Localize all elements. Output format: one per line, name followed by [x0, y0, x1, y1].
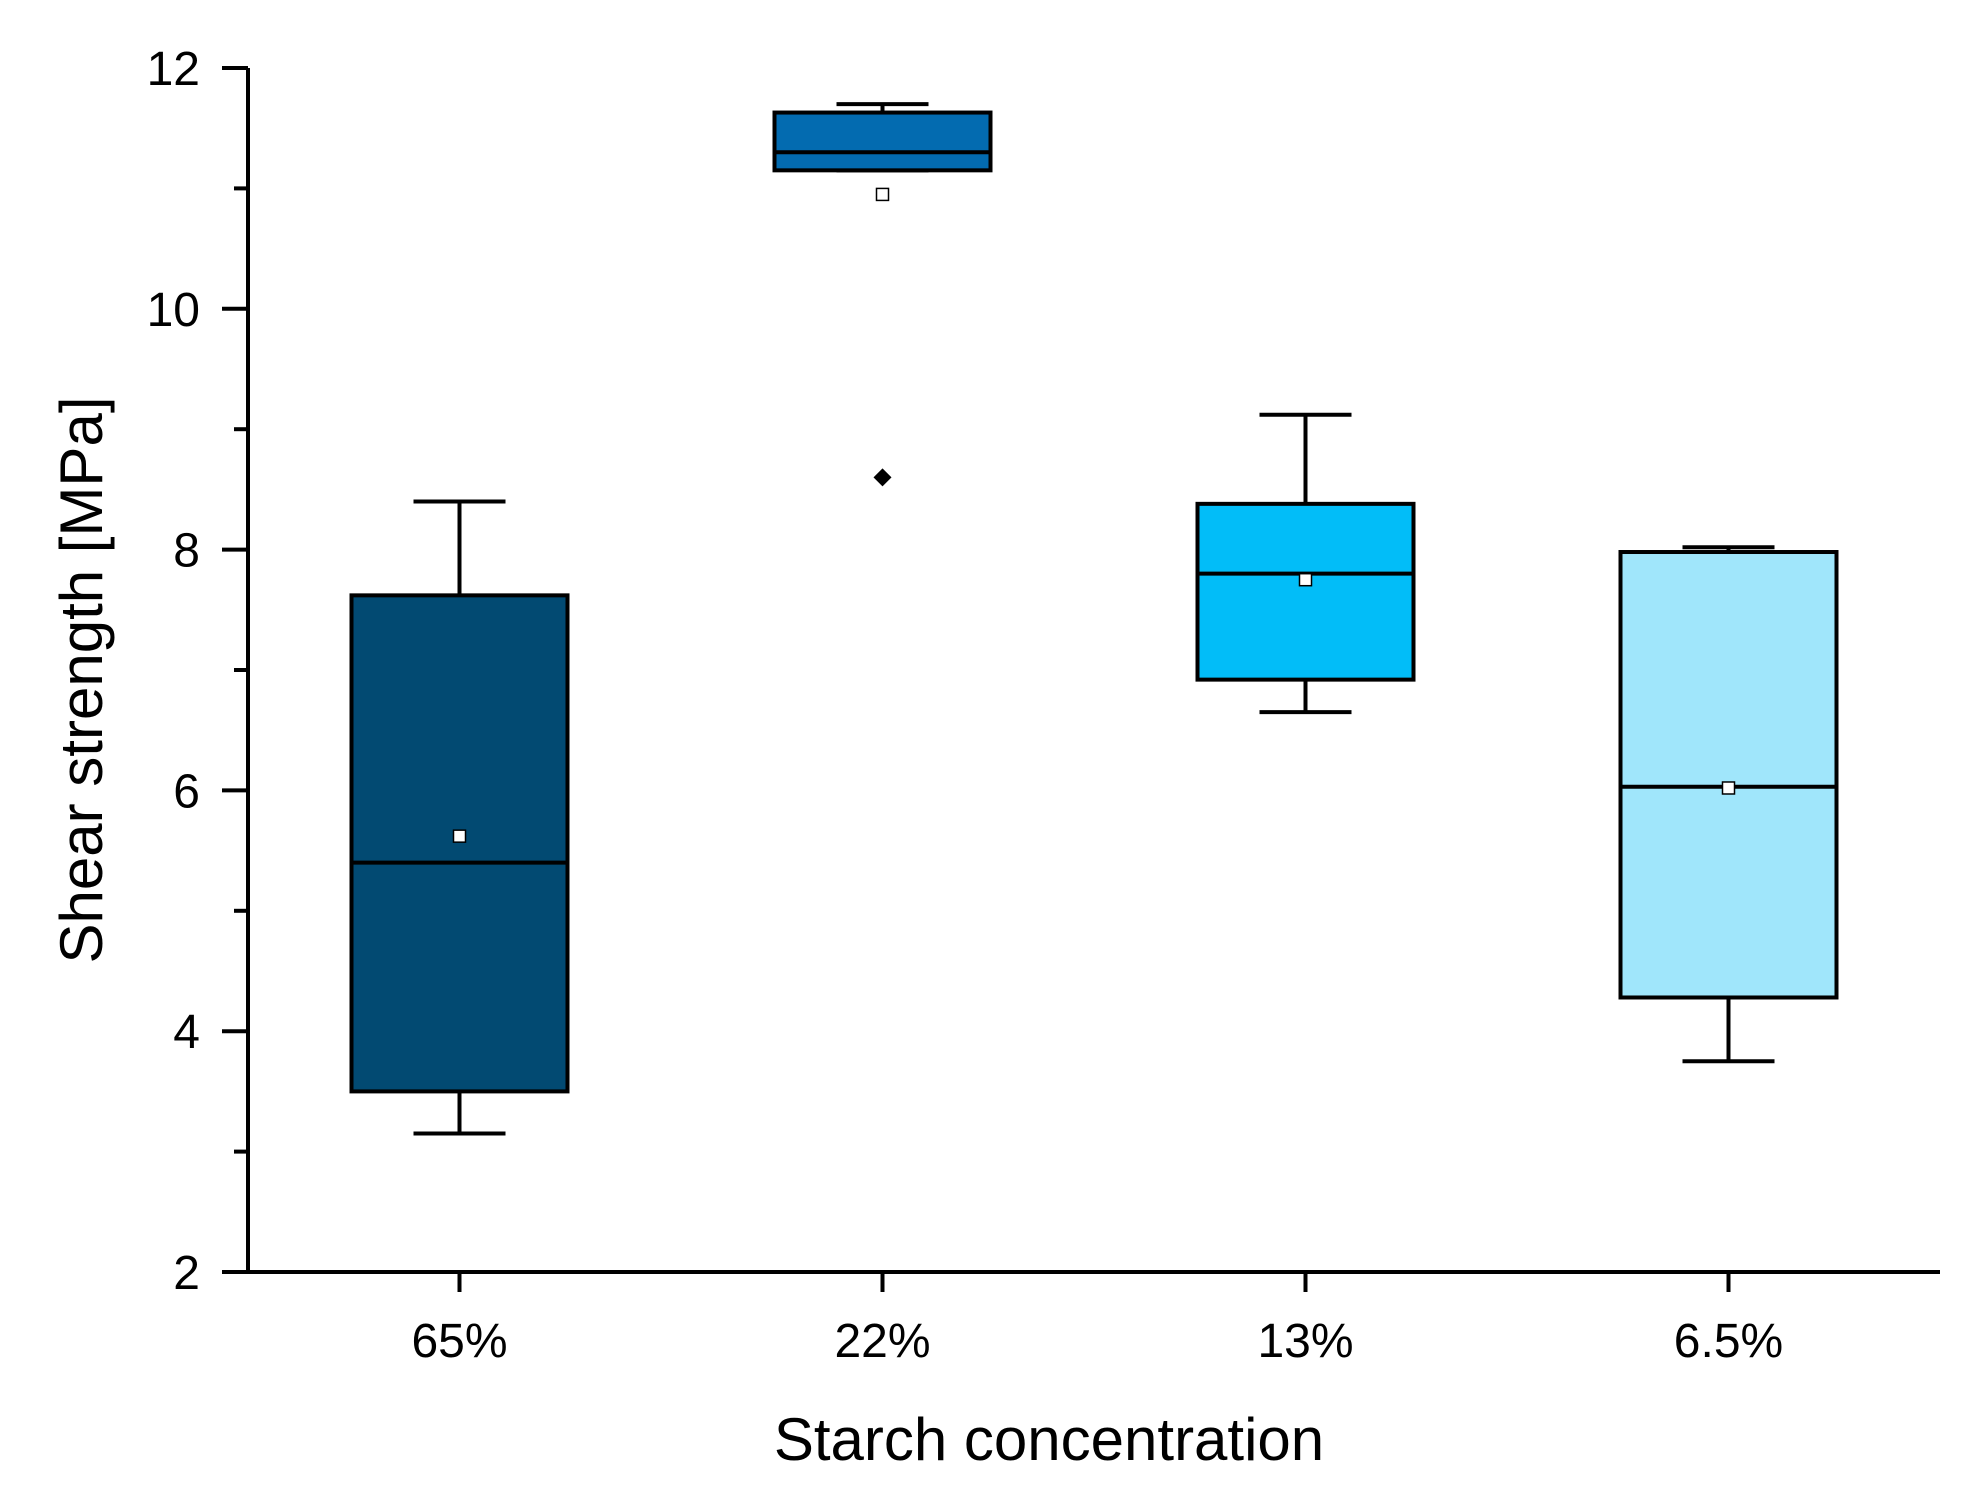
outlier-point — [873, 468, 892, 487]
box-6_5pct — [1618, 545, 1839, 1064]
x-tick-label: 13% — [1257, 1315, 1353, 1368]
y-tick-label: 10 — [147, 284, 200, 337]
mean-marker — [452, 829, 467, 843]
mean-marker — [1298, 572, 1313, 587]
x-axis-title: Starch concentration — [774, 1406, 1324, 1473]
x-tick-label: 65% — [411, 1315, 507, 1368]
mean-marker — [1721, 781, 1736, 795]
x-axis-ticks: 65% 22% 13% 6.5% — [411, 1272, 1783, 1368]
box-65pct — [349, 499, 570, 1136]
y-tick-label: 4 — [173, 1006, 200, 1059]
box-22pct — [772, 102, 993, 487]
y-tick-label: 12 — [147, 43, 200, 96]
box-body — [349, 593, 570, 1094]
y-tick-label: 8 — [173, 525, 200, 578]
plot-area — [349, 102, 1839, 1136]
x-tick-label: 6.5% — [1674, 1315, 1783, 1368]
mean-marker — [875, 187, 890, 202]
box-body — [772, 110, 993, 173]
y-tick-label: 2 — [173, 1247, 200, 1300]
box-body — [1195, 501, 1416, 682]
y-axis-title: Shear strength [MPa] — [48, 397, 115, 964]
x-tick-label: 22% — [834, 1315, 930, 1368]
y-tick-label: 6 — [173, 765, 200, 818]
y-axis-ticks: 2 4 6 8 10 12 — [147, 43, 248, 1300]
box-13pct — [1195, 412, 1416, 715]
box-body — [1618, 550, 1839, 1000]
